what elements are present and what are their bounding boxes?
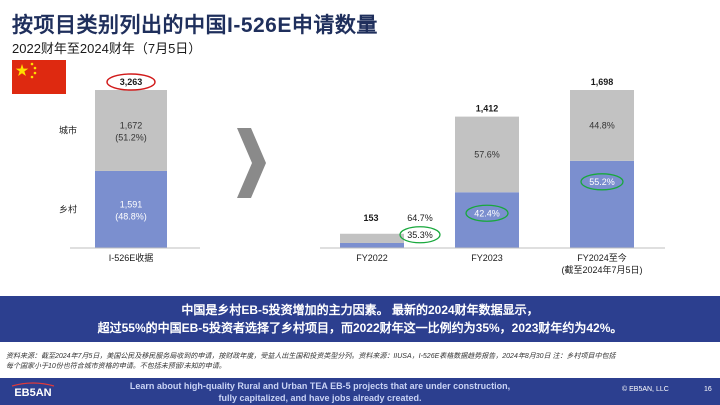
right-category-label: FY2024至今 (577, 252, 627, 263)
right-category-label: FY2022 (356, 253, 388, 263)
right-bar-total-label: 1,698 (591, 77, 614, 87)
footnote-line-2: 每个国家小于10份也符合城市资格的申请。不包括未预留/未知的申请。 (6, 363, 226, 370)
left-bar-rural-segment (95, 170, 167, 248)
right-bar-urban-segment (570, 90, 634, 161)
banner-line-2: 超过55%的中国EB-5投资者选择了乡村项目，而2022财年这一比例约为35%，… (97, 321, 623, 335)
right-bar-urban-percent: 44.8% (589, 120, 615, 130)
right-bar-urban-segment (340, 233, 404, 243)
page-subtitle: 2022财年至2024财年（7月5日） (12, 41, 202, 56)
right-bar-rural-percent: 55.2% (589, 177, 615, 187)
right-bar-rural-segment (455, 192, 519, 248)
rural-share-highlight-ellipse (465, 204, 509, 222)
right-stacked-bar-chart: FY2022 153 64.7% 35.3% FY2023 1,412 57.6% 42.4%… (340, 77, 643, 275)
rural-row-label: 乡村 (59, 203, 77, 214)
left-bar-urban-value: 1,672 (120, 120, 143, 130)
left-bar-urban-segment (95, 90, 167, 171)
source-footnote: 资料来源：截至2024年7月5日，美国公民及移民服务局收到的申请，按财政年度，受… (6, 352, 706, 372)
right-bar-urban-percent: 57.6% (474, 149, 500, 159)
copyright-text: © EB5AN, LLC (622, 386, 669, 393)
left-stacked-bar-chart: 1,591 (48.8%) 1,672 (51.2%) 3,263 I-526E收据 城市乡… (59, 73, 167, 263)
eb5an-logo: EB5AN (11, 382, 55, 399)
right-category-sublabel: (截至2024年7月5日) (561, 264, 642, 275)
right-bar-urban-percent: 64.7% (407, 213, 433, 223)
footnote-line-1: 资料来源：截至2024年7月5日，美国公民及移民服务局收到的申请，按财政年度，受… (6, 353, 616, 360)
footer-bar: EB5AN Learn about high-quality Rural and… (0, 378, 720, 405)
right-bar-rural-percent: 35.3% (407, 230, 433, 240)
right-bar-rural-segment (570, 160, 634, 248)
left-bar-rural-percent: (48.8%) (115, 211, 147, 221)
right-bar-rural-percent: 42.4% (474, 208, 500, 218)
left-bar-total-label: 3,263 (120, 77, 143, 87)
footer-tagline-line-2: fully capitalized, and have jobs already… (218, 393, 422, 403)
footer-tagline-line-1: Learn about high-quality Rural and Urban… (129, 381, 511, 391)
right-bar-rural-segment (340, 242, 404, 248)
left-bar-urban-percent: (51.2%) (115, 132, 147, 142)
left-bar-rural-value: 1,591 (120, 199, 143, 209)
page-number: 16 (704, 386, 712, 393)
banner-line-1: 中国是乡村EB-5投资增加的主力因素。 最新的2024财年数据显示， (181, 303, 539, 317)
rural-share-highlight-ellipse (580, 173, 624, 191)
page-title: 按项目类别列出的中国I-526E申请数量 (12, 14, 378, 37)
left-category-label: I-526E收据 (109, 252, 154, 263)
right-bar-urban-segment (455, 116, 519, 193)
urban-row-label: 城市 (59, 124, 77, 135)
china-flag-icon (12, 60, 66, 94)
chevron-right-icon (237, 128, 266, 198)
key-takeaway-banner: 中国是乡村EB-5投资增加的主力因素。 最新的2024财年数据显示， 超过55%… (0, 296, 720, 342)
total-highlight-ellipse (106, 73, 156, 91)
right-bar-total-label: 1,412 (476, 104, 499, 114)
footer-tagline: Learn about high-quality Rural and Urban… (110, 380, 530, 404)
chart-area: 1,591 (48.8%) 1,672 (51.2%) 3,263 I-526E收据 城市乡… (59, 73, 665, 275)
rural-share-highlight-ellipse (399, 226, 441, 244)
svg-text:EB5AN: EB5AN (14, 387, 51, 399)
right-bar-total-label: 153 (363, 213, 378, 223)
right-category-label: FY2023 (471, 253, 503, 263)
